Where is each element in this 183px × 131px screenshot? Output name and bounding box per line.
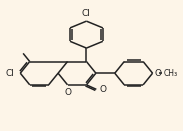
Text: Cl: Cl [82, 9, 91, 18]
Text: O: O [99, 85, 106, 94]
Text: O: O [154, 69, 161, 78]
Text: O: O [65, 88, 72, 97]
Text: CH₃: CH₃ [164, 69, 178, 78]
Text: Cl: Cl [6, 69, 14, 78]
